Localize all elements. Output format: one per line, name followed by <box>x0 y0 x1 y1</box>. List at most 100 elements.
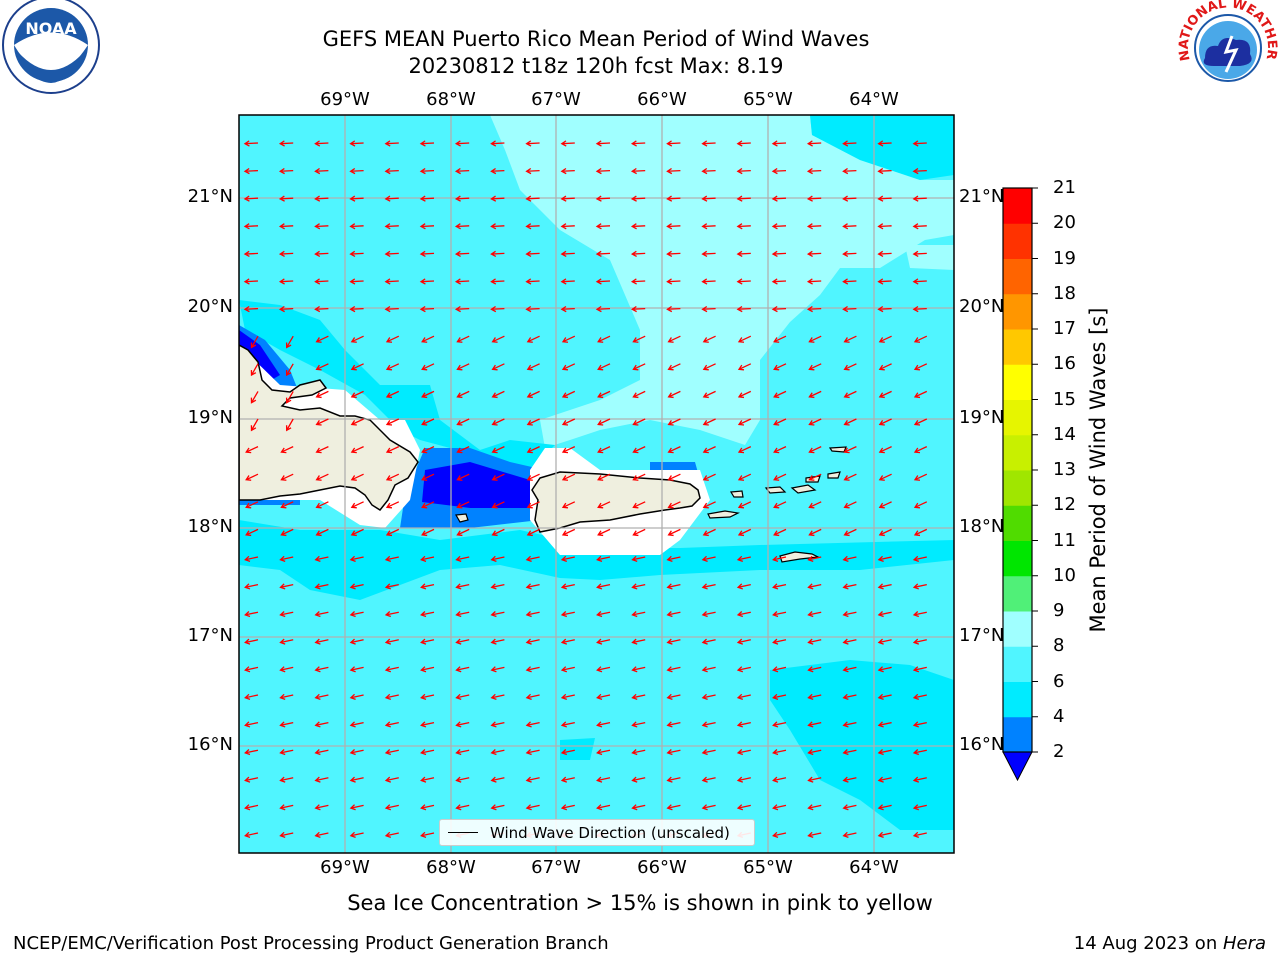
wave-direction-arrow <box>315 363 329 371</box>
wave-direction-arrow <box>561 390 576 399</box>
wave-direction-arrow <box>771 305 787 313</box>
wave-direction-arrow <box>456 501 470 509</box>
lon-label-bottom-68w: 68°W <box>426 857 476 878</box>
wave-direction-arrow <box>807 721 822 728</box>
period-zone-cyan-small <box>560 738 595 760</box>
wave-direction-arrow <box>560 666 575 673</box>
wave-direction-arrow <box>419 140 435 147</box>
wave-direction-arrow <box>631 555 646 562</box>
legend-line-icon <box>448 832 478 833</box>
wave-direction-arrow <box>385 363 400 371</box>
wave-direction-arrow <box>456 390 470 399</box>
wave-direction-arrow <box>701 250 716 258</box>
wave-direction-arrow <box>561 363 576 371</box>
wave-direction-arrow <box>314 638 329 645</box>
lat-label-left-21n: 21°N <box>187 186 233 207</box>
wave-direction-arrow <box>877 250 892 258</box>
wave-direction-arrow <box>385 418 400 426</box>
wave-direction-arrow <box>630 140 646 147</box>
wave-direction-arrow <box>630 167 646 175</box>
wave-direction-arrow <box>666 250 681 258</box>
wave-direction-arrow <box>525 583 540 590</box>
wave-direction-arrow <box>913 418 928 426</box>
lon-label-top-68w: 68°W <box>426 89 476 110</box>
wave-direction-arrow <box>525 305 540 313</box>
wave-direction-arrow <box>666 749 681 756</box>
wave-direction-arrow <box>595 167 611 175</box>
wave-direction-arrow <box>314 167 329 175</box>
wave-direction-arrow <box>912 749 927 756</box>
wave-direction-arrow <box>490 583 505 590</box>
wave-direction-arrow <box>349 749 364 756</box>
wave-direction-arrow <box>667 335 681 343</box>
period-zone-darkblue-nw <box>239 330 280 382</box>
wave-direction-arrow <box>243 305 259 313</box>
wave-direction-arrow <box>632 390 646 399</box>
wave-direction-arrow <box>666 278 681 285</box>
colorbar-extend-triangle <box>1002 751 1033 782</box>
colorbar-segment <box>1003 188 1032 224</box>
wave-direction-arrow <box>666 140 681 147</box>
colorbar-tick-label: 17 <box>1053 318 1076 339</box>
wave-direction-arrow <box>771 167 787 175</box>
wave-direction-arrow <box>878 390 892 399</box>
wave-direction-arrow <box>314 611 329 618</box>
wave-direction-arrow <box>773 363 787 371</box>
wave-direction-arrow <box>806 250 822 258</box>
wave-direction-arrow <box>632 446 646 454</box>
wave-direction-arrow <box>525 250 540 258</box>
wave-direction-arrow <box>843 501 857 509</box>
wave-direction-arrow <box>736 250 751 258</box>
wave-direction-arrow <box>595 140 611 147</box>
wave-direction-arrow <box>490 195 505 202</box>
wave-direction-arrow <box>454 167 470 175</box>
wave-direction-arrow <box>350 528 364 537</box>
wave-direction-arrow <box>701 140 716 147</box>
wave-direction-arrow <box>349 195 364 202</box>
wave-direction-arrow <box>912 776 927 783</box>
wave-direction-arrow <box>843 363 857 371</box>
wave-direction-arrow <box>877 167 892 175</box>
wave-direction-arrow <box>807 693 822 700</box>
wave-direction-arrow <box>244 776 259 783</box>
map-legend: Wind Wave Direction (unscaled) <box>439 819 755 846</box>
wave-direction-arrow <box>878 528 892 537</box>
lat-label-right-16n: 16°N <box>959 734 1005 755</box>
wave-direction-arrow <box>560 749 575 756</box>
wave-direction-arrow <box>737 528 752 537</box>
wave-direction-arrow <box>596 804 611 811</box>
wave-direction-arrow <box>843 473 857 481</box>
wave-direction-arrow <box>490 223 505 230</box>
wave-direction-arrow <box>773 501 787 509</box>
wave-direction-arrow <box>419 223 435 230</box>
wave-direction-arrow <box>526 363 540 371</box>
wave-direction-arrow <box>773 528 787 537</box>
wave-direction-arrow <box>349 223 364 230</box>
wave-direction-arrow <box>667 363 681 371</box>
wave-direction-arrow <box>701 611 716 618</box>
wave-direction-arrow <box>702 528 716 537</box>
wave-direction-arrow <box>736 721 751 728</box>
wave-direction-arrow <box>877 776 892 783</box>
wave-direction-arrow <box>385 335 400 343</box>
wave-direction-arrow <box>912 831 927 838</box>
wave-direction-arrow <box>667 501 681 509</box>
wave-direction-arrow <box>631 638 646 645</box>
wave-direction-arrow <box>350 418 364 426</box>
wave-direction-arrow <box>420 804 435 811</box>
wave-direction-arrow <box>526 446 540 454</box>
wave-direction-arrow <box>737 501 752 509</box>
wave-direction-arrow <box>490 167 505 175</box>
wave-direction-arrow <box>773 418 787 426</box>
wave-direction-arrow <box>701 666 716 673</box>
wave-direction-arrow <box>525 638 540 645</box>
noaa-logo: NOAA <box>2 0 100 94</box>
wave-direction-arrow <box>560 804 575 811</box>
lon-label-top-65w: 65°W <box>743 89 793 110</box>
wave-direction-arrow <box>807 611 822 618</box>
wave-direction-arrow <box>878 473 892 481</box>
wave-direction-arrow <box>877 611 892 618</box>
wave-direction-arrow <box>808 390 822 399</box>
wave-direction-arrow <box>420 555 435 562</box>
